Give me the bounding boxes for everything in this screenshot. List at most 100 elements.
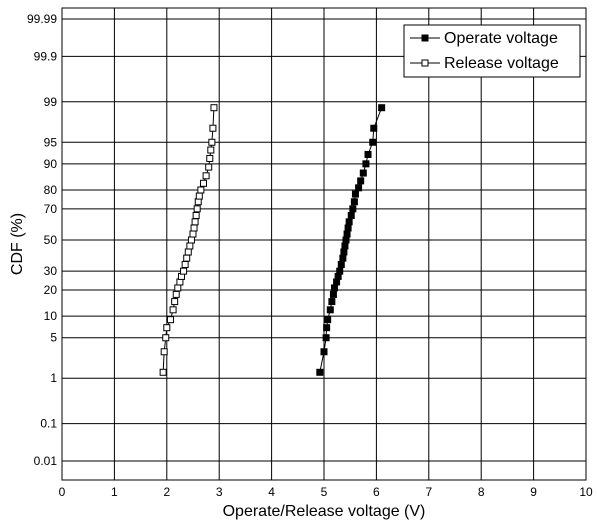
y-tick-label: 99 — [44, 95, 58, 109]
x-tick-label: 4 — [268, 485, 275, 499]
data-point — [364, 150, 372, 158]
legend-marker — [421, 34, 429, 42]
x-tick-label: 0 — [59, 485, 66, 499]
data-point — [320, 348, 328, 356]
legend-marker — [421, 59, 429, 67]
y-tick-label: 50 — [44, 233, 58, 247]
y-tick-label: 95 — [44, 135, 58, 149]
data-point — [206, 154, 214, 162]
data-point — [166, 316, 174, 324]
data-point — [169, 306, 177, 314]
data-point — [342, 236, 350, 244]
x-tick-label: 3 — [216, 485, 223, 499]
data-point — [347, 211, 355, 219]
y-tick-label: 0.1 — [40, 417, 57, 431]
data-point — [187, 236, 195, 244]
y-tick-label: 10 — [44, 309, 58, 323]
data-point — [328, 298, 336, 306]
series-operate — [316, 104, 386, 376]
y-tick-label: 90 — [44, 157, 58, 171]
data-point — [329, 290, 337, 298]
y-tick-label: 99.99 — [27, 12, 57, 26]
x-tick-label: 7 — [425, 485, 432, 499]
y-tick-label: 5 — [50, 331, 57, 345]
data-point — [181, 261, 189, 269]
x-tick-label: 6 — [373, 485, 380, 499]
data-point — [330, 284, 338, 292]
y-tick-label: 20 — [44, 283, 58, 297]
data-point — [192, 211, 200, 219]
data-point — [190, 224, 198, 232]
data-point — [208, 138, 216, 146]
data-point — [324, 316, 332, 324]
data-point — [316, 368, 324, 376]
data-point — [350, 198, 358, 206]
data-point — [180, 267, 188, 275]
data-point — [337, 261, 345, 269]
x-tick-label: 5 — [321, 485, 328, 499]
x-tick-label: 10 — [579, 485, 593, 499]
legend-label: Release voltage — [444, 55, 559, 72]
x-tick-label: 1 — [111, 485, 118, 499]
series-layer — [159, 104, 386, 376]
data-point — [351, 190, 359, 198]
y-tick-label: 30 — [44, 264, 58, 278]
data-point — [159, 368, 167, 376]
data-point — [369, 138, 377, 146]
x-tick-label: 2 — [163, 485, 170, 499]
data-point — [323, 324, 331, 332]
data-point — [162, 334, 170, 342]
legend-box — [403, 24, 581, 78]
plot-frame — [61, 7, 587, 481]
y-tick-labels: 0.01 0.1 1 5 10 20 30 50 70 80 90 95 99 99.9 99.99 — [27, 12, 57, 468]
data-point — [193, 205, 201, 213]
data-point — [349, 205, 357, 213]
data-point — [357, 177, 365, 185]
y-axis-title: CDF (%) — [9, 213, 26, 275]
data-point — [183, 254, 191, 262]
data-point — [172, 290, 180, 298]
y-tick-label: 99.9 — [34, 49, 58, 63]
y-tick-label: 1 — [50, 371, 57, 385]
data-point — [340, 248, 348, 256]
data-point — [378, 104, 386, 112]
data-point — [163, 324, 171, 332]
data-point — [186, 242, 194, 250]
data-point — [210, 104, 218, 112]
data-point — [184, 248, 192, 256]
x-tick-labels: 0 1 2 3 4 5 6 7 8 9 10 — [59, 485, 593, 499]
data-point — [197, 186, 205, 194]
y-tick-label: 0.01 — [34, 454, 58, 468]
data-point — [341, 242, 349, 250]
data-point — [362, 160, 370, 168]
data-point — [207, 146, 215, 154]
data-point — [326, 306, 334, 314]
y-tick-label: 80 — [44, 183, 58, 197]
data-point — [344, 224, 352, 232]
data-point — [202, 172, 210, 180]
data-point — [336, 267, 344, 275]
data-point — [339, 254, 347, 262]
data-point — [171, 298, 179, 306]
legend-label: Operate voltage — [444, 30, 558, 47]
data-point — [199, 179, 207, 187]
data-point — [195, 192, 203, 200]
data-point — [189, 230, 197, 238]
data-point — [194, 198, 202, 206]
data-point — [209, 124, 217, 132]
data-point — [160, 348, 168, 356]
data-point — [345, 218, 353, 226]
x-tick-label: 8 — [478, 485, 485, 499]
data-point — [343, 230, 351, 238]
y-tick-label: 70 — [44, 202, 58, 216]
x-axis-title: Operate/Release voltage (V) — [223, 503, 426, 520]
series-release — [159, 104, 218, 376]
data-point — [370, 124, 378, 132]
data-point — [174, 284, 182, 292]
data-point — [191, 218, 199, 226]
legend: Operate voltage Release voltage — [403, 24, 581, 78]
data-point — [205, 163, 213, 171]
x-tick-label: 9 — [530, 485, 537, 499]
data-point — [359, 169, 367, 177]
